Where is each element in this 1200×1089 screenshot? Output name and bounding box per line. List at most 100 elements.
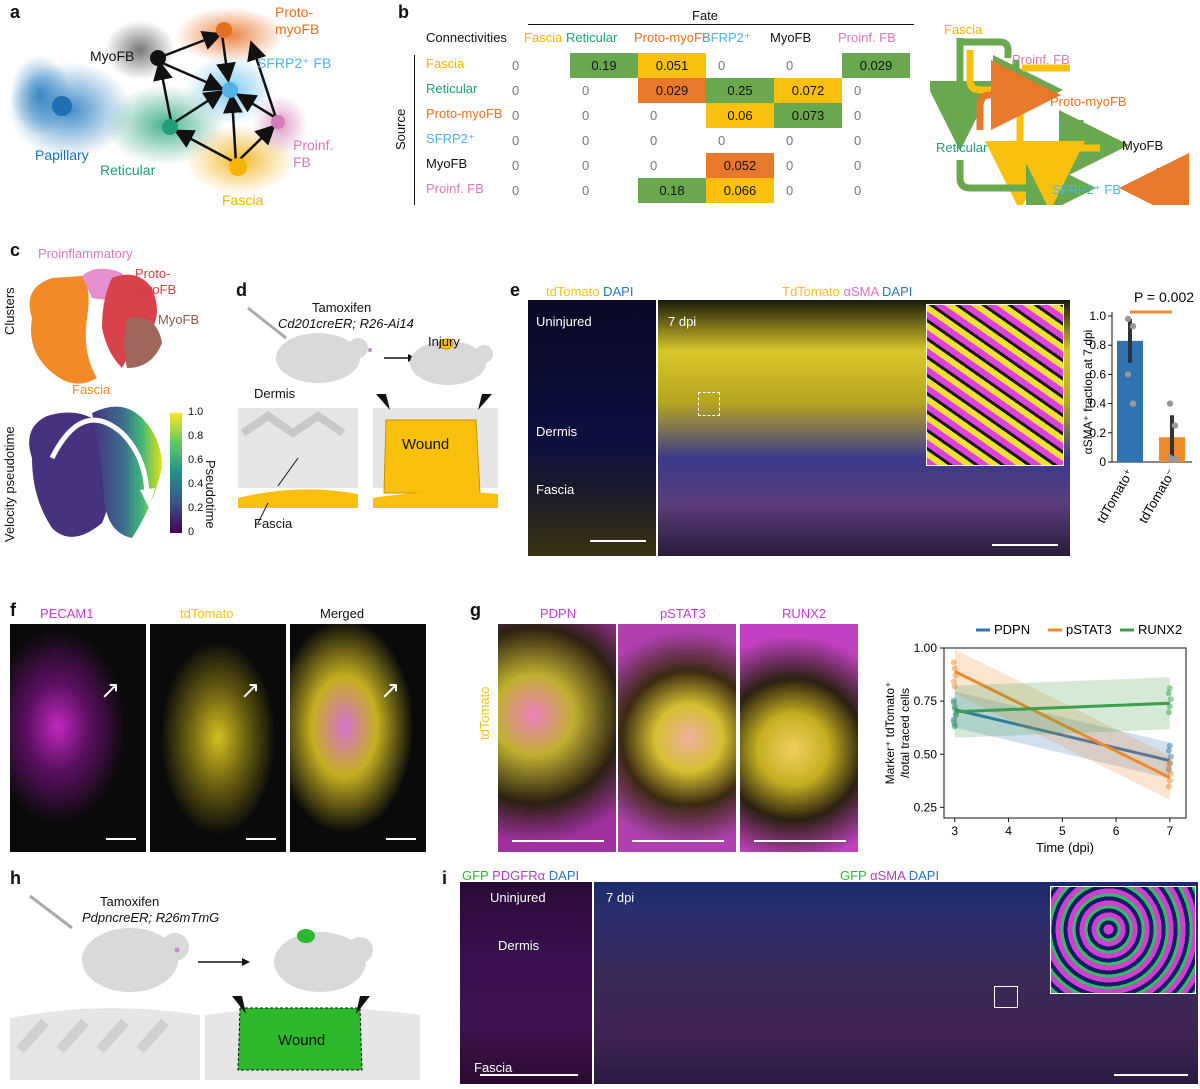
colorbar-tick-5: 0 xyxy=(188,526,195,538)
i-h-dapi2: DAPI xyxy=(908,868,940,883)
h-tamoxifen: Tamoxifen xyxy=(100,894,160,909)
g-line-2 xyxy=(954,701,1170,714)
e-ylabel: αSMA⁺ fraction at 7 dpi xyxy=(1081,330,1095,455)
panel-label-i: i xyxy=(442,868,448,888)
f-header-0: PECAM1 xyxy=(40,606,94,621)
g-line-1 xyxy=(954,670,1171,779)
g-pt-b-0-4 xyxy=(1166,742,1173,749)
cell-3-1: 0 xyxy=(582,133,590,148)
e-pvalue: P = 0.002 xyxy=(1134,289,1194,305)
panel-label-e: e xyxy=(510,280,521,300)
g-micrograph-1 xyxy=(618,624,736,852)
g-scalebar-0 xyxy=(512,840,604,842)
row-header-3: SFRP2⁺ xyxy=(426,131,475,146)
i-h-asma: αSMA xyxy=(870,868,906,883)
d-tamoxifen: Tamoxifen xyxy=(312,300,372,315)
cell-0-1: 0.19 xyxy=(570,53,638,78)
e-xtick-1: tdTomato⁻ xyxy=(1135,466,1178,526)
node-sfrp2 xyxy=(222,82,238,98)
g-xtick-1: 4 xyxy=(1005,824,1012,838)
cell-5-2: 0.18 xyxy=(638,178,706,203)
cell-4-4: 0 xyxy=(786,158,794,173)
cell-4-3: 0.052 xyxy=(706,153,774,178)
cell-5-1: 0 xyxy=(582,183,590,198)
e-left-header: tdTomato DAPI xyxy=(546,284,633,299)
g-ylabel-1: /total traced cells xyxy=(898,688,912,778)
arrow-icon: ↗ xyxy=(240,676,261,704)
label-myofb: MyoFB xyxy=(90,48,135,64)
label-sfrp2: SFRP2⁺ FB xyxy=(257,55,332,71)
i-inset-roi xyxy=(994,986,1018,1008)
col-header-2: Proto-myoFB xyxy=(634,30,711,45)
cell-4-2: 0 xyxy=(650,158,658,173)
g-line-chart: 0.25 0.50 0.75 1.00 3 4 5 6 7 Time (dpi) Marker⁺ t… xyxy=(883,622,1187,855)
panel-d-schematic xyxy=(238,306,498,524)
cell-2-0: 0 xyxy=(512,108,520,123)
g-pt-b-1-0 xyxy=(1165,783,1172,790)
g-pt-a-2-2 xyxy=(952,712,959,719)
flow-fascia: Fascia xyxy=(944,22,983,37)
fate-label: Fate xyxy=(692,8,719,23)
arrow-icon: ↗ xyxy=(380,676,401,704)
i-h-gfp2: GFP xyxy=(840,868,867,883)
g-header-1: pSTAT3 xyxy=(660,606,706,621)
h-genotype: PdpncreER; R26mTmG xyxy=(82,910,220,925)
g-pt-b-0-3 xyxy=(1165,747,1172,754)
e-fascia: Fascia xyxy=(536,482,575,497)
e-ytick-2: 0.4 xyxy=(1089,397,1106,411)
i-uninjured: Uninjured xyxy=(490,890,546,905)
label-papillary: Papillary xyxy=(35,147,89,163)
cell-0-5: 0.029 xyxy=(842,53,910,78)
g-pt-b-1-2 xyxy=(1167,770,1174,777)
f-scalebar-2 xyxy=(386,838,416,840)
row-header-0: Fascia xyxy=(426,56,465,71)
g-xtick-2: 5 xyxy=(1059,824,1066,838)
e-h-asma: αSMA xyxy=(843,284,879,299)
row-header-1: Reticular xyxy=(426,81,478,96)
c-label-proto: Proto- myoFB xyxy=(135,266,177,297)
colorbar-tick-3: 0.4 xyxy=(188,478,204,490)
cell-5-0: 0 xyxy=(512,183,520,198)
e-scalebar-left xyxy=(590,540,646,542)
e-xtick-0: tdTomato⁺ xyxy=(1093,466,1136,526)
fate-flow-diagram xyxy=(930,38,1189,205)
e-bar-chart: 0 0.2 0.4 0.6 0.8 1.0 tdTomato⁺tdTomato⁻ αSMA⁺ … xyxy=(1081,289,1194,526)
umap-velocity-graph xyxy=(8,7,308,195)
i-left-header: GFP PDGFRα DAPI xyxy=(462,868,579,883)
panel-h-schematic xyxy=(10,894,420,1080)
c-label-myofb: MyoFB xyxy=(158,312,200,327)
e-ytick-3: 0.6 xyxy=(1089,367,1106,381)
e-point-1-2 xyxy=(1166,454,1174,461)
cell-5-3: 0.066 xyxy=(706,178,774,203)
col-header-4: MyoFB xyxy=(770,30,812,45)
cell-0-3: 0 xyxy=(718,58,726,73)
g-pt-b-2-4 xyxy=(1166,685,1173,692)
g-header-0: PDPN xyxy=(540,606,577,621)
label-proinf: Proinf. FB xyxy=(293,137,334,170)
g-plot-frame xyxy=(943,647,1187,819)
e-inset-roi xyxy=(698,392,720,416)
g-legend-2: RUNX2 xyxy=(1138,622,1182,637)
row-header-4: MyoFB xyxy=(426,156,468,171)
g-legend-1: pSTAT3 xyxy=(1066,622,1112,637)
g-xtick-4: 7 xyxy=(1167,824,1174,838)
g-pt-a-2-0 xyxy=(950,699,957,706)
node-proinf xyxy=(271,115,285,129)
f-micrograph-1: ↗ xyxy=(150,624,286,852)
cell-3-5: 0 xyxy=(854,133,862,148)
c-ylabel-velocity: Velocity pseudotime xyxy=(2,426,17,542)
e-dermis: Dermis xyxy=(536,424,578,439)
g-scalebar-2 xyxy=(754,840,846,842)
cell-4-5: 0 xyxy=(854,158,862,173)
g-ytick-2: 0.75 xyxy=(914,694,938,708)
panel-label-f: f xyxy=(10,600,16,620)
e-h-tdtomato: tdTomato xyxy=(546,284,600,299)
f-header-2: Merged xyxy=(320,606,365,621)
cell-0-4: 0 xyxy=(786,58,794,73)
e-h-dapi2: DAPI xyxy=(882,284,913,299)
g-xlabel: Time (dpi) xyxy=(1036,840,1094,855)
i-scalebar-left xyxy=(480,1074,578,1076)
g-pt-b-2-0 xyxy=(1165,709,1172,716)
e-h-dapi: DAPI xyxy=(603,284,634,299)
pseudotime-colorbar xyxy=(170,413,182,533)
